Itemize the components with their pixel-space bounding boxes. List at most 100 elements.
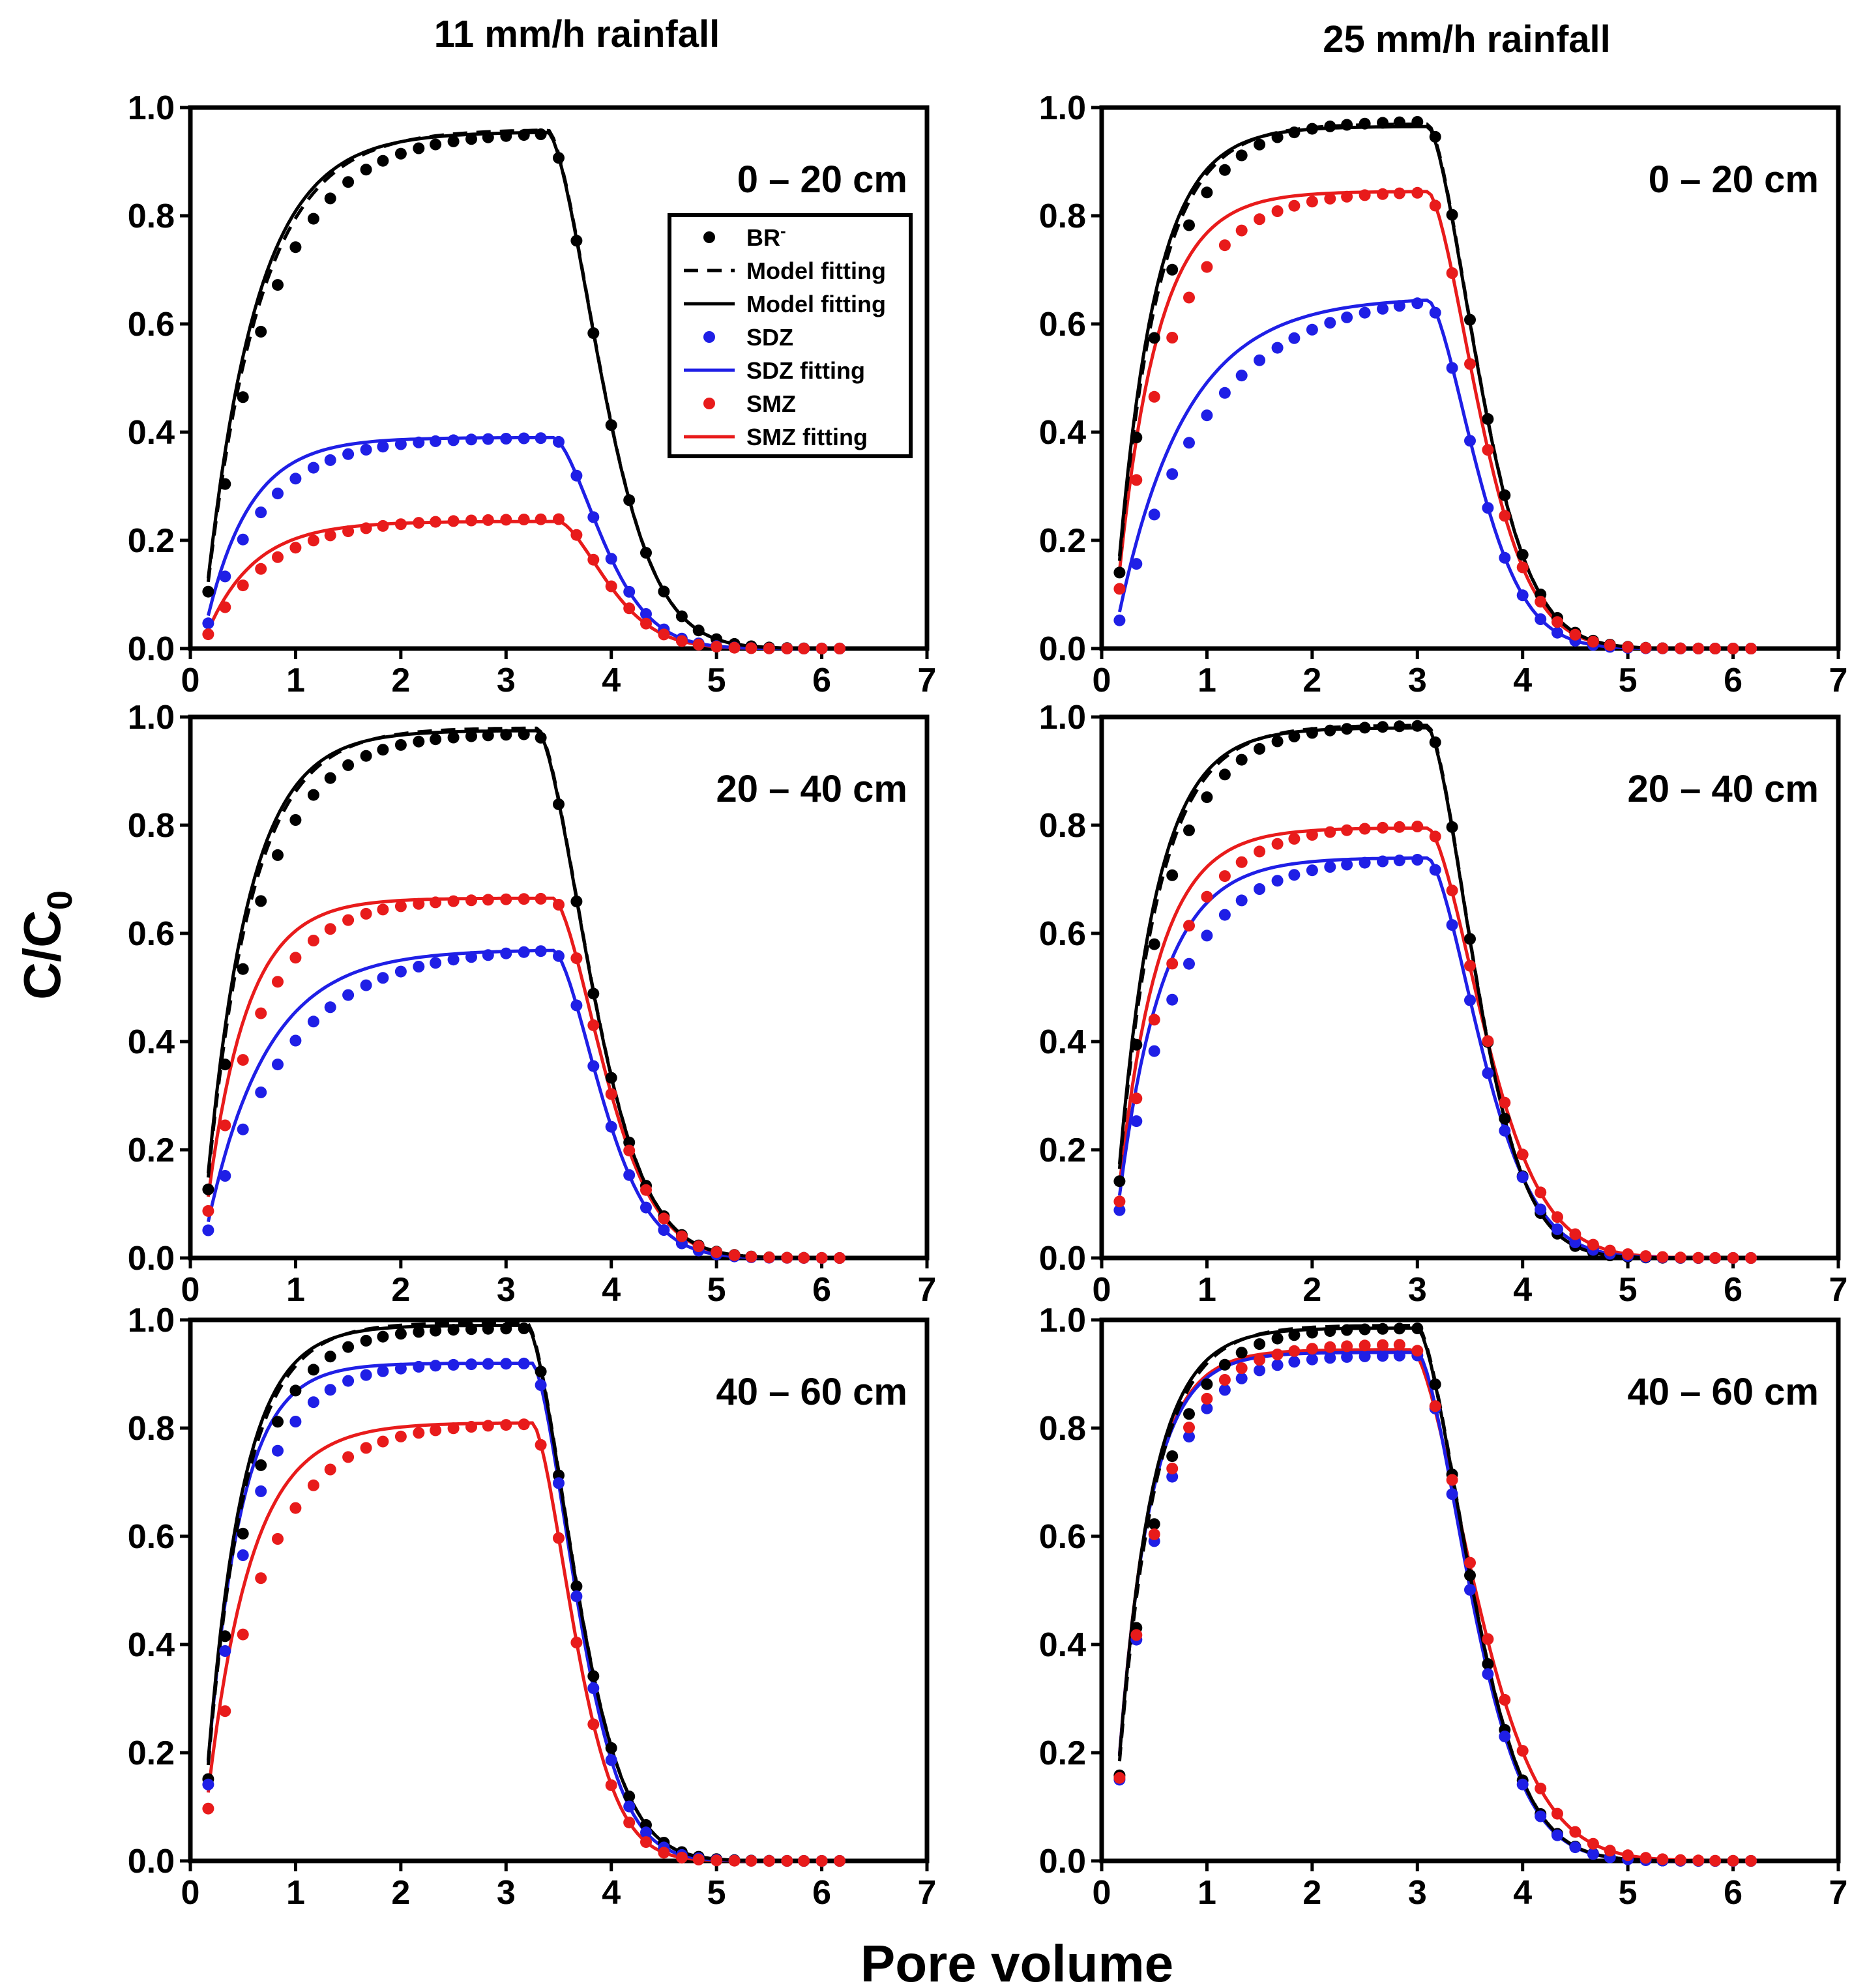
plot-frame <box>1099 1317 1841 1864</box>
sdz-data-point <box>342 448 355 460</box>
smz-data-point <box>202 1205 214 1217</box>
sdz-data-point <box>1183 957 1195 970</box>
smz-data-point <box>1674 1854 1686 1866</box>
sdz-data-point <box>1130 1115 1143 1128</box>
smz-data-point <box>1324 192 1336 205</box>
sdz-data-point <box>1166 468 1179 480</box>
br-data-point <box>1113 1175 1126 1188</box>
x-tick-label: 5 <box>707 1874 726 1912</box>
br-data-point <box>1288 126 1301 139</box>
sdz-data-point <box>535 945 547 957</box>
br-data-point <box>307 789 319 801</box>
x-tick-label: 4 <box>1513 662 1532 699</box>
sdz-data-point <box>1148 508 1160 521</box>
sdz-data-point <box>237 533 249 546</box>
smz-data-point <box>465 894 477 907</box>
smz-data-point <box>1113 583 1126 595</box>
br-data-point <box>289 241 302 254</box>
smz-data-point <box>447 515 460 527</box>
y-tick-label: 0.2 <box>1039 1734 1086 1772</box>
sdz-data-point <box>1499 1731 1511 1743</box>
sdz-data-point <box>570 1590 583 1602</box>
smz-data-point <box>553 1532 565 1544</box>
smz-data-point <box>1429 1400 1441 1412</box>
br-data-point <box>1130 1038 1143 1051</box>
sdz-data-point <box>605 553 617 565</box>
br-data-point <box>255 325 267 338</box>
br-data-point <box>1271 1332 1284 1345</box>
smz-data-point <box>816 1251 828 1264</box>
sdz-data-point <box>377 972 389 984</box>
sdz-data-point <box>1130 558 1143 570</box>
y-tick-label: 0.6 <box>128 915 175 953</box>
smz-data-point <box>587 553 600 566</box>
smz-data-point <box>272 551 284 563</box>
sdz-fitting-line <box>206 1361 840 1863</box>
smz-data-point <box>763 642 775 654</box>
br-data-point <box>500 130 512 142</box>
x-tick-label: 2 <box>391 1271 410 1309</box>
br-data-point <box>413 142 425 154</box>
smz-data-point <box>1183 1422 1195 1434</box>
sdz-data-point <box>465 433 477 446</box>
smz-data-point <box>219 601 231 613</box>
smz-data-point <box>289 542 302 554</box>
sdz-data-point <box>324 1384 336 1396</box>
br-data-point <box>360 1334 372 1347</box>
smz-data-point <box>465 1421 477 1433</box>
smz-data-point <box>1516 1745 1529 1757</box>
panel-5: 0 1 2 3 4 5 6 7 0.0 0.2 0.4 0.6 0.8 1.0 40 – 60 cm <box>128 1302 937 1912</box>
smz-data-point <box>1551 1807 1563 1820</box>
smz-data-point <box>394 900 407 913</box>
sdz-data-point <box>202 617 214 630</box>
smz-data-point <box>394 518 407 531</box>
br-data-point <box>1166 1450 1179 1463</box>
y-tick-label: 0.4 <box>128 414 175 452</box>
smz-data-point <box>1324 826 1336 838</box>
smz-data-point <box>623 1145 636 1157</box>
smz-data-point <box>1183 291 1195 304</box>
smz-data-point <box>745 1251 757 1263</box>
br-data-point <box>360 750 372 762</box>
smz-data-point <box>1709 643 1722 654</box>
sdz-data-point <box>289 1416 302 1427</box>
sdz-data-point <box>1306 864 1318 877</box>
sdz-data-point <box>465 951 477 963</box>
smz-data-point <box>1516 1148 1529 1161</box>
sdz-data-point <box>640 1201 652 1214</box>
sdz-data-point <box>272 1444 284 1457</box>
sdz-data-point <box>1429 306 1441 319</box>
br-data-point <box>377 1330 389 1343</box>
sdz-data-point <box>324 454 336 466</box>
br-data-point <box>202 1183 214 1195</box>
smz-data-point <box>394 1430 407 1442</box>
smz-data-point <box>237 579 249 592</box>
sdz-data-point <box>587 511 600 523</box>
smz-data-point <box>1674 1251 1686 1264</box>
smz-data-point <box>1692 642 1705 654</box>
br-data-point <box>692 624 705 637</box>
x-tick-label: 6 <box>1724 662 1742 699</box>
smz-data-point <box>692 1853 705 1865</box>
sdz-data-point <box>1113 1204 1126 1216</box>
x-tick-label: 5 <box>707 662 726 699</box>
panel-6: 0 1 2 3 4 5 6 7 0.0 0.2 0.4 0.6 0.8 1.0 40 – 60 cm <box>1039 1302 1848 1912</box>
x-tick-label: 7 <box>918 1271 937 1309</box>
smz-data-point <box>587 1019 600 1031</box>
sdz-data-point <box>413 436 425 448</box>
sdz-data-point <box>1324 1352 1336 1364</box>
br-data-point <box>289 1384 302 1397</box>
smz-data-point <box>342 525 355 538</box>
smz-data-point <box>711 1246 723 1258</box>
x-tick-label: 1 <box>1198 1271 1216 1309</box>
smz-data-point <box>1254 845 1266 858</box>
smz-data-point <box>1166 957 1179 970</box>
smz-data-point <box>1692 1251 1705 1264</box>
legend-label: BR- <box>746 221 786 251</box>
sdz-data-point <box>255 1485 267 1497</box>
smz-data-point <box>1148 1014 1160 1026</box>
br-data-point <box>1324 1325 1336 1338</box>
sdz-data-point <box>1535 613 1547 625</box>
br-data-point <box>1254 742 1266 755</box>
smz-data-point <box>324 1463 336 1476</box>
